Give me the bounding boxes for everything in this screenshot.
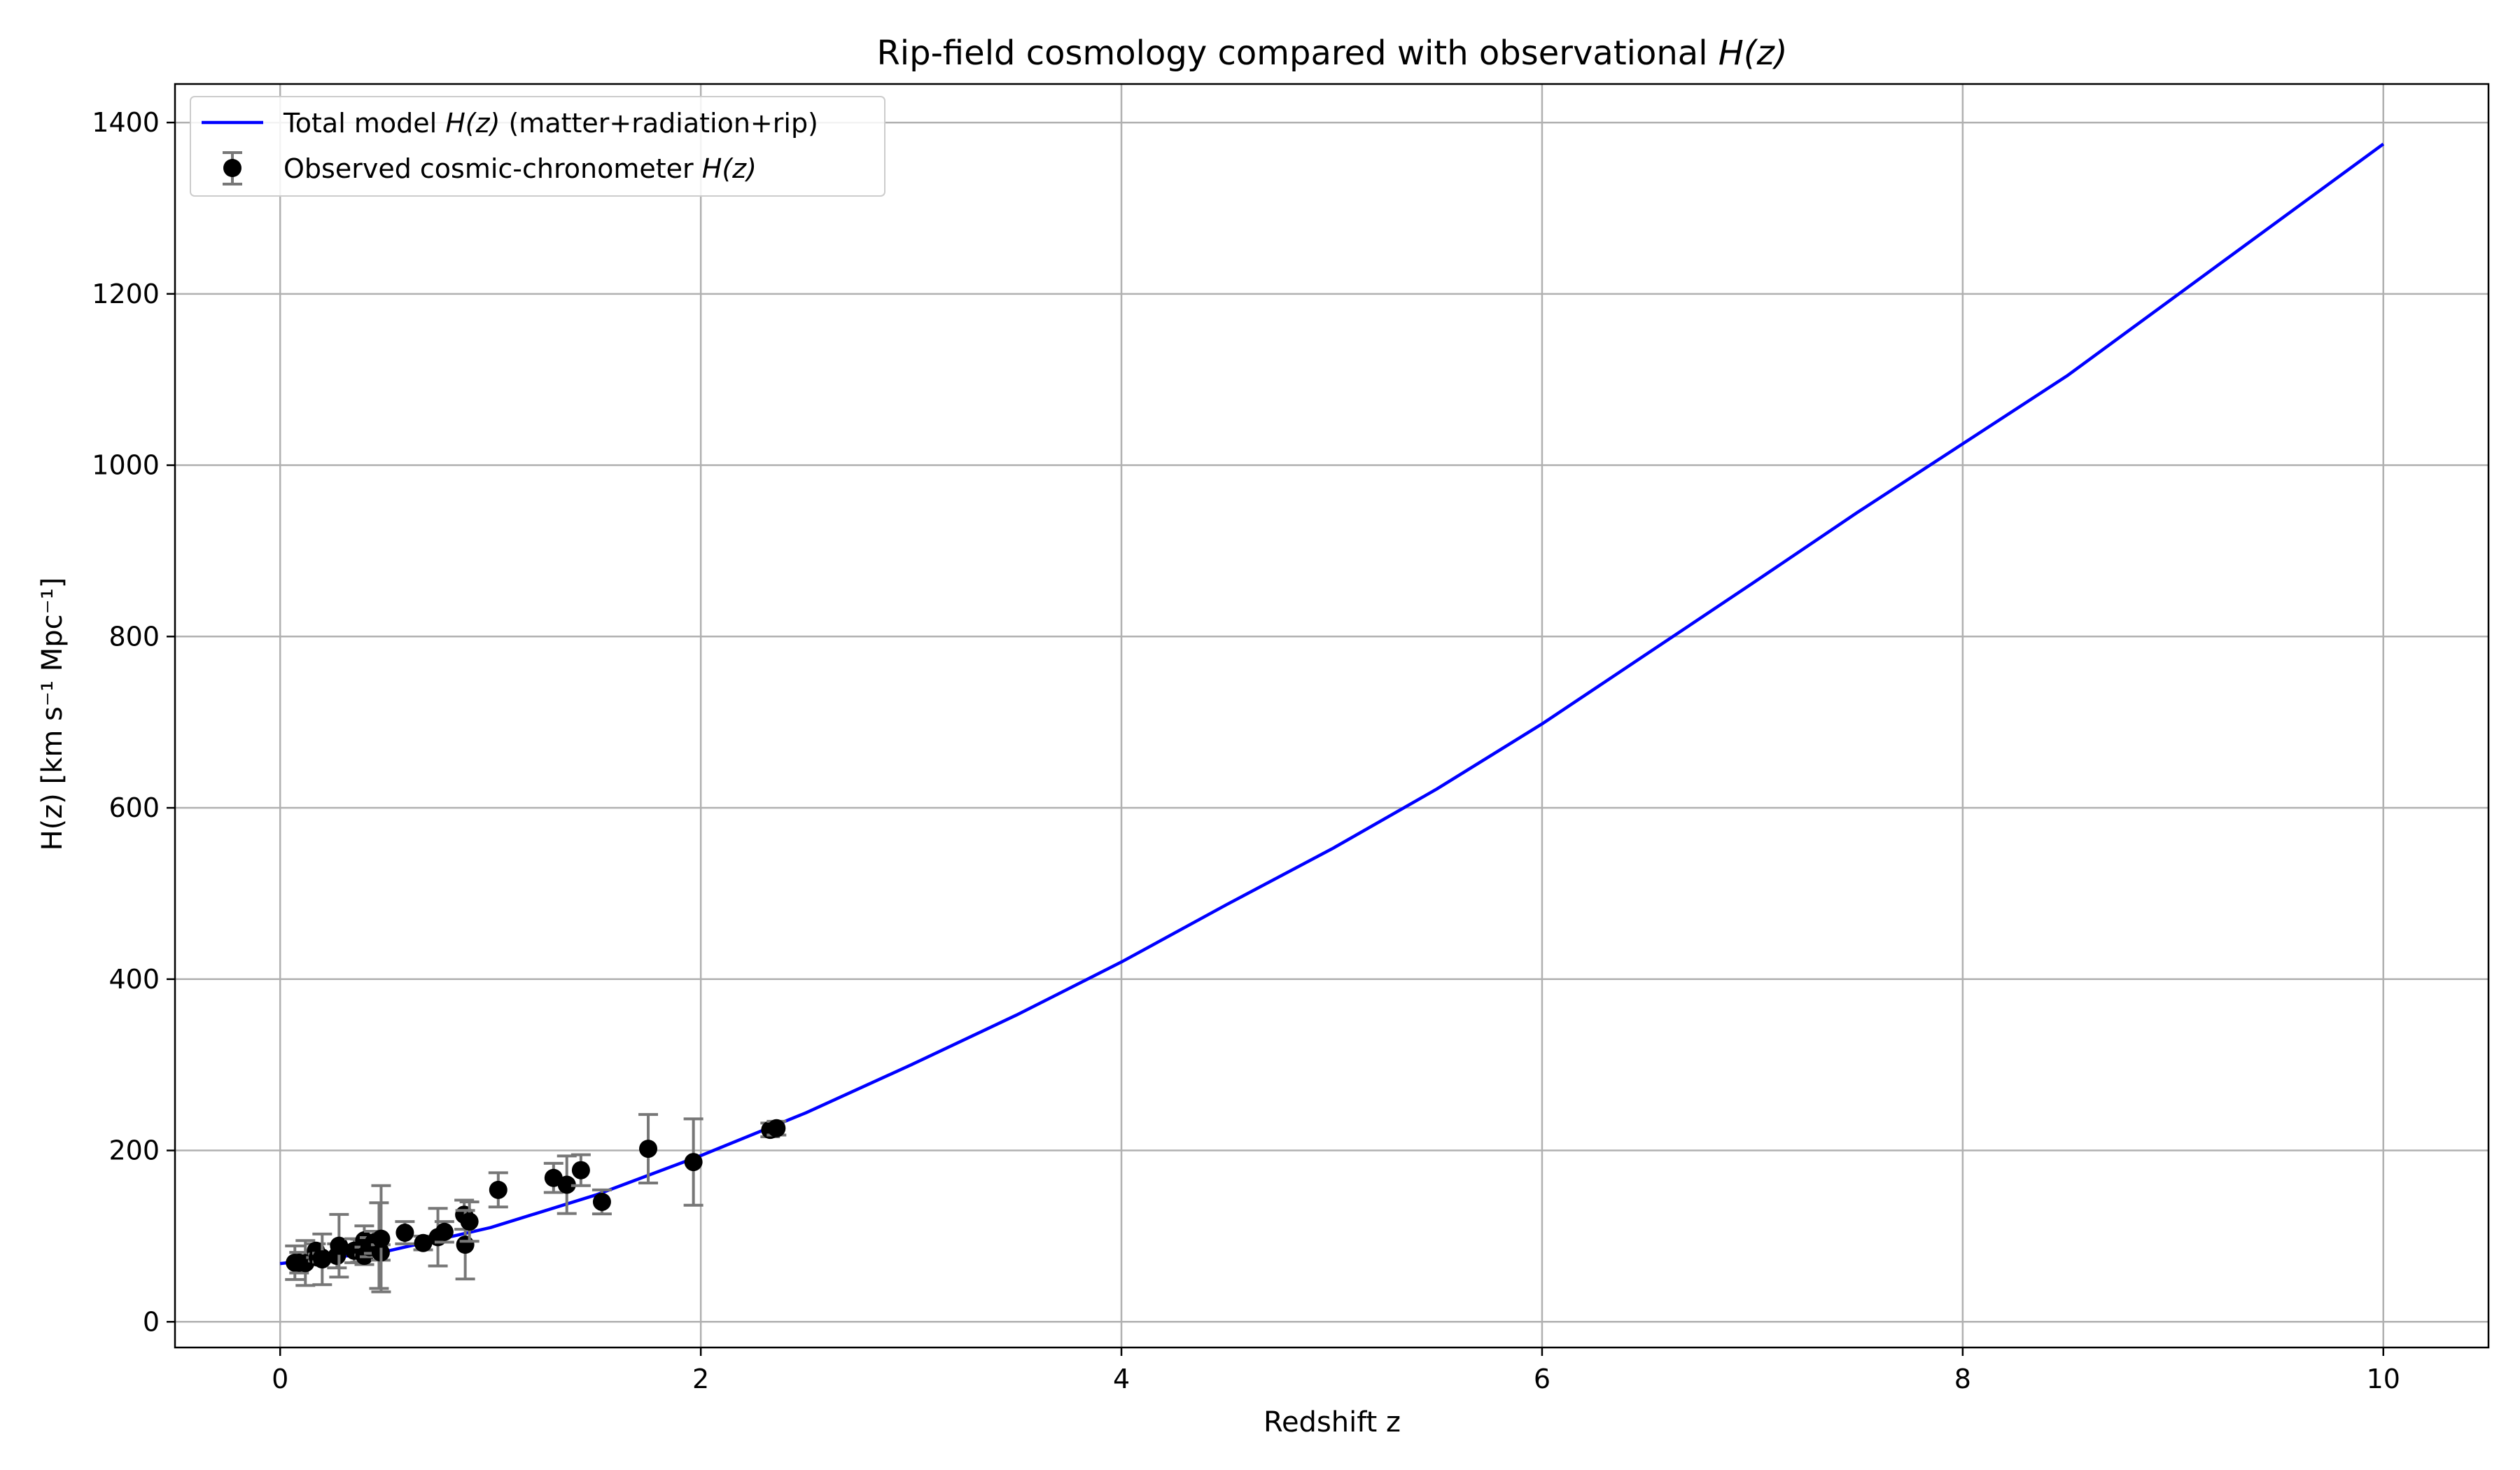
chart-title-main: Rip-field cosmology compared with observ… bbox=[876, 34, 1718, 73]
plot-area bbox=[174, 83, 2490, 1349]
legend-observed-label-main: Observed cosmic-chronometer bbox=[284, 153, 702, 184]
data-point bbox=[592, 1188, 612, 1216]
legend-observed-label-math: H(z) bbox=[702, 153, 757, 184]
y-tick-label: 800 bbox=[108, 621, 160, 652]
y-tick-label: 1000 bbox=[92, 450, 160, 481]
legend-marker-swatch bbox=[223, 159, 241, 177]
data-point bbox=[638, 1113, 659, 1185]
data-point bbox=[570, 1153, 591, 1187]
observed-marker bbox=[639, 1140, 658, 1158]
y-axis-label: H(z) [km s⁻¹ Mpc⁻¹] bbox=[36, 578, 69, 851]
data-point bbox=[434, 1220, 454, 1244]
legend-model-label-math: H(z) bbox=[445, 108, 500, 139]
y-tick-label: 1200 bbox=[92, 279, 160, 309]
observed-marker bbox=[435, 1222, 454, 1241]
x-axis-ticks: 0 2 4 6 8 10 bbox=[272, 1348, 2400, 1394]
data-point bbox=[459, 1200, 479, 1243]
legend: Total model H(z) (matter+radiation+rip) … bbox=[190, 96, 886, 197]
x-axis-label: Redshift z bbox=[1264, 1406, 1401, 1438]
observed-marker bbox=[456, 1236, 475, 1254]
y-tick-label: 200 bbox=[108, 1135, 160, 1166]
observed-marker bbox=[592, 1192, 611, 1211]
x-tick-label: 6 bbox=[1534, 1364, 1550, 1394]
x-tick-label: 2 bbox=[692, 1364, 709, 1394]
observed-marker bbox=[414, 1233, 433, 1252]
y-tick-label: 1400 bbox=[92, 107, 160, 138]
data-point bbox=[312, 1232, 332, 1287]
data-point bbox=[329, 1212, 349, 1279]
data-point bbox=[683, 1117, 704, 1207]
data-point bbox=[488, 1171, 508, 1209]
chart-title: Rip-field cosmology compared with observ… bbox=[876, 34, 1787, 73]
chart-title-math: H(z) bbox=[1718, 34, 1788, 73]
observed-points-series bbox=[285, 1113, 787, 1294]
model-line bbox=[279, 142, 2385, 1266]
observed-marker bbox=[571, 1161, 590, 1180]
x-tick-label: 10 bbox=[2367, 1364, 2400, 1394]
observed-marker bbox=[767, 1119, 786, 1138]
legend-model-label-main: Total model bbox=[283, 108, 445, 139]
observed-marker bbox=[684, 1153, 703, 1172]
legend-item-model: Total model H(z) (matter+radiation+rip) bbox=[283, 108, 818, 139]
observed-marker bbox=[330, 1236, 349, 1255]
grid-lines bbox=[175, 84, 2488, 1348]
x-tick-label: 0 bbox=[272, 1364, 288, 1394]
y-tick-label: 400 bbox=[108, 964, 160, 995]
observed-marker bbox=[313, 1250, 332, 1269]
x-tick-label: 4 bbox=[1113, 1364, 1130, 1394]
y-tick-label: 600 bbox=[108, 792, 160, 823]
observed-marker bbox=[489, 1180, 507, 1199]
plot-frame bbox=[174, 83, 2490, 1349]
model-line-series bbox=[279, 142, 2385, 1266]
legend-model-label-tail: (matter+radiation+rip) bbox=[500, 108, 818, 139]
y-axis-ticks: 0 200 400 600 800 1000 1200 1400 bbox=[92, 107, 175, 1337]
x-tick-label: 8 bbox=[1954, 1364, 1971, 1394]
legend-box bbox=[190, 96, 886, 197]
observed-marker bbox=[460, 1212, 479, 1231]
data-point bbox=[766, 1119, 787, 1138]
plot-background bbox=[175, 84, 2488, 1348]
data-point bbox=[395, 1220, 415, 1245]
observed-marker bbox=[557, 1175, 576, 1194]
y-tick-label: 0 bbox=[143, 1306, 160, 1337]
observed-marker bbox=[396, 1224, 414, 1242]
observed-marker bbox=[372, 1229, 391, 1248]
legend-item-observed: Observed cosmic-chronometer H(z) bbox=[284, 153, 757, 184]
data-point bbox=[371, 1184, 391, 1294]
